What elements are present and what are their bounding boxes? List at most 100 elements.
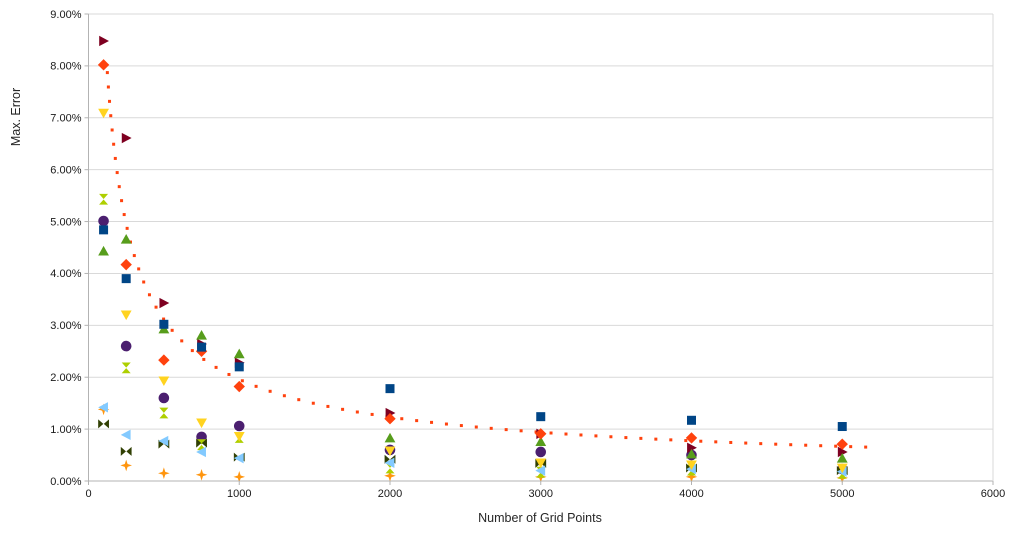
trend-dot — [132, 254, 136, 258]
trend-dot — [355, 410, 359, 414]
trend-dot — [180, 339, 184, 343]
x-tick-label: 5000 — [830, 488, 854, 500]
series-darkred-right-triangles — [99, 35, 848, 458]
data-point — [97, 59, 110, 71]
data-point — [98, 245, 109, 256]
trend-dot — [804, 443, 808, 447]
data-point — [120, 429, 131, 441]
trend-dot — [519, 429, 523, 433]
data-point — [197, 439, 207, 451]
data-point — [535, 446, 547, 458]
data-point — [158, 435, 169, 447]
data-point — [158, 354, 170, 366]
data-point — [196, 446, 206, 458]
data-point — [836, 452, 848, 463]
data-point — [535, 428, 547, 440]
trend-dot — [400, 417, 404, 421]
trend-dot — [112, 142, 116, 146]
trend-dot — [669, 438, 673, 442]
data-point — [234, 362, 244, 372]
data-point — [685, 471, 698, 483]
data-point — [535, 436, 547, 446]
y-tick-label: 4.00% — [50, 268, 81, 280]
data-point — [233, 471, 246, 483]
series-yellowgreen-hourglasses — [99, 193, 847, 479]
trend-dot — [534, 430, 538, 434]
data-point — [99, 225, 109, 235]
axes: 0.00% 1.00% 2.00% 3.00% 4.00% 5.00% 6.00% 7.00%… — [50, 9, 1005, 500]
data-point — [836, 463, 848, 474]
trend-dot — [819, 444, 823, 448]
trend-dot — [125, 226, 129, 230]
trend-dot — [115, 171, 119, 175]
trend-dot — [214, 365, 218, 369]
y-tick-label: 8.00% — [50, 61, 81, 73]
data-point — [120, 446, 132, 456]
trend-dot — [489, 426, 493, 430]
x-tick-label: 3000 — [529, 488, 553, 500]
trend-dot — [430, 420, 434, 424]
data-point — [384, 413, 396, 425]
data-point — [120, 459, 132, 472]
trend-dot — [579, 433, 583, 437]
trend-dot — [326, 404, 330, 408]
data-point — [233, 348, 245, 359]
trend-dot — [122, 213, 126, 217]
trend-dot — [137, 267, 141, 271]
trend-dot — [789, 443, 793, 447]
data-point — [120, 340, 132, 352]
y-axis-title: Max. Error — [9, 88, 23, 146]
trend-dot — [774, 442, 778, 446]
trend-dot — [444, 422, 448, 426]
trend-dot — [282, 394, 286, 398]
trend-dot — [142, 280, 146, 284]
data-point — [384, 446, 396, 457]
data-point — [195, 468, 208, 481]
data-point — [159, 319, 169, 329]
trend-dot — [729, 440, 733, 444]
data-point — [121, 132, 132, 144]
trend-dot — [415, 419, 419, 423]
trend-dot — [654, 437, 658, 441]
trend-dot — [609, 435, 613, 439]
data-point — [120, 310, 132, 321]
trend-dot — [297, 398, 301, 402]
data-point — [385, 384, 395, 394]
x-axis-title: Number of Grid Points — [478, 511, 602, 525]
data-point — [384, 457, 395, 469]
trend-dot — [564, 432, 568, 436]
trend-dot — [834, 444, 838, 448]
data-point — [121, 362, 131, 374]
y-tick-label: 7.00% — [50, 113, 81, 125]
data-point — [159, 297, 170, 309]
data-point — [98, 108, 109, 119]
trend-dot — [254, 384, 258, 388]
gridlines — [88, 13, 993, 482]
trend-dot — [744, 441, 748, 445]
y-tick-label: 9.00% — [50, 9, 81, 21]
trend-dot — [227, 372, 231, 376]
trend-line — [105, 71, 868, 449]
data-point — [686, 448, 697, 459]
data-point — [196, 438, 207, 448]
trend-dot — [459, 424, 463, 428]
data-point — [685, 432, 698, 444]
trend-dot — [110, 128, 114, 132]
data-point — [98, 402, 108, 413]
trend-dot — [147, 293, 151, 297]
y-tick-label: 1.00% — [50, 424, 81, 436]
data-point — [837, 446, 848, 458]
x-tick-label: 6000 — [981, 488, 1005, 500]
series-purple-circles — [98, 215, 848, 475]
trend-dot — [370, 412, 374, 416]
trend-dot — [109, 114, 113, 118]
series-orange-stars — [97, 403, 849, 484]
data-series — [97, 35, 849, 484]
y-tick-label: 3.00% — [50, 320, 81, 332]
y-tick-label: 6.00% — [50, 164, 81, 176]
data-point — [98, 215, 109, 227]
x-tick-label: 4000 — [679, 488, 703, 500]
trend-dot — [699, 439, 703, 443]
